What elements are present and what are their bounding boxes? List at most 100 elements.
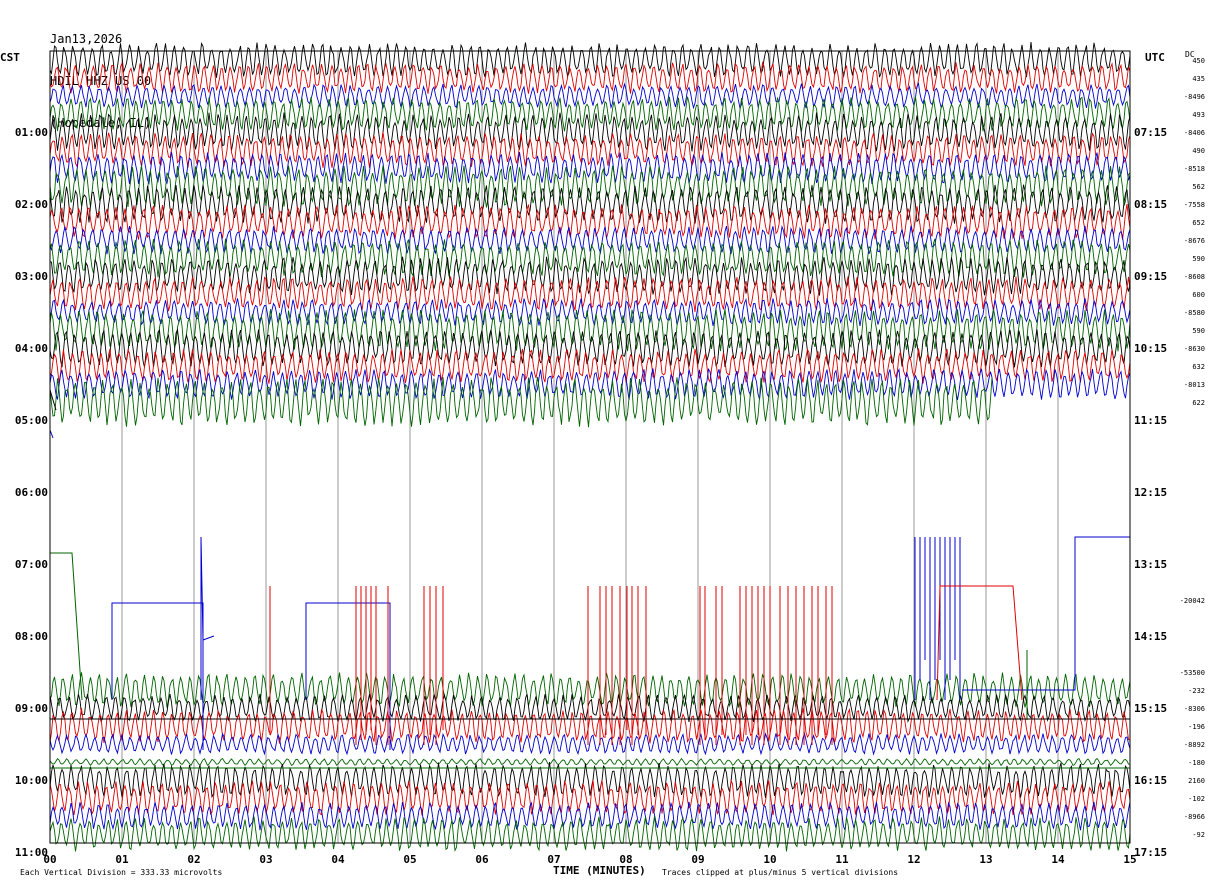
dc-offset-label: -92 xyxy=(1192,831,1205,839)
left-hour-label: 03:00 xyxy=(15,270,48,283)
plot-frame xyxy=(49,50,1131,844)
x-tick-label: 01 xyxy=(115,853,129,866)
right-hour-label: 14:15 xyxy=(1134,630,1167,643)
dc-offset-label: 562 xyxy=(1192,183,1205,191)
right-hour-label: 11:15 xyxy=(1134,414,1167,427)
right-hour-label: 10:15 xyxy=(1134,342,1167,355)
trace-row-36 xyxy=(49,693,1131,724)
trace-row-8 xyxy=(49,184,1131,224)
dc-offset-label: -53500 xyxy=(1180,669,1205,677)
trace-row-3 xyxy=(49,96,1131,132)
right-hour-label: 16:15 xyxy=(1134,774,1167,787)
dc-offset-label: -8966 xyxy=(1184,813,1205,821)
dc-offset-label: -8630 xyxy=(1184,345,1205,353)
x-tick-label: 03 xyxy=(259,853,272,866)
trace-row-38 xyxy=(49,731,1131,756)
dc-offset-label: 450 xyxy=(1192,57,1205,65)
dc-offset-label: 600 xyxy=(1192,291,1205,299)
trace-row-6 xyxy=(49,151,1131,185)
green-step-trace xyxy=(50,552,83,701)
x-tick-label: 08 xyxy=(619,853,632,866)
right-hour-label: 08:15 xyxy=(1134,198,1167,211)
dc-offset-label: 490 xyxy=(1192,147,1205,155)
dc-offset-label: -8608 xyxy=(1184,273,1205,281)
left-hour-label: 06:00 xyxy=(15,486,48,499)
trace-row-43 xyxy=(49,816,1131,853)
trace-row-17 xyxy=(49,348,1131,384)
right-timezone-label: UTC xyxy=(1145,51,1165,64)
dc-offset-label: 652 xyxy=(1192,219,1205,227)
dc-offset-label: 590 xyxy=(1192,327,1205,335)
left-hour-label: 11:00 xyxy=(15,846,48,859)
x-tick-label: 12 xyxy=(907,853,920,866)
right-hour-label: 13:15 xyxy=(1134,558,1167,571)
black-drift-trace xyxy=(49,389,57,411)
x-axis-title: TIME (MINUTES) xyxy=(553,864,646,877)
dc-offset-label: 493 xyxy=(1192,111,1205,119)
dc-offset-label: 2160 xyxy=(1188,777,1205,785)
blue-spike-trace xyxy=(200,536,215,700)
dc-offset-label: -102 xyxy=(1188,795,1205,803)
disturbance-traces xyxy=(49,389,1130,769)
dc-offset-label: -7558 xyxy=(1184,201,1205,209)
trace-row-41 xyxy=(49,779,1131,816)
dc-offset-label: -196 xyxy=(1188,723,1205,731)
trace-row-9 xyxy=(49,204,1131,240)
x-tick-label: 11 xyxy=(835,853,849,866)
trace-row-1 xyxy=(49,61,1131,94)
trace-row-37 xyxy=(49,707,1131,744)
dc-offset-label: -20042 xyxy=(1180,597,1205,605)
x-tick-label: 02 xyxy=(187,853,200,866)
trace-row-13 xyxy=(49,276,1131,313)
x-tick-label: 10 xyxy=(763,853,776,866)
trace-row-18 xyxy=(49,367,1131,400)
left-hour-label: 05:00 xyxy=(15,414,48,427)
dc-offset-label: -232 xyxy=(1188,687,1205,695)
x-tick-label: 15 xyxy=(1123,853,1136,866)
clip-note: Traces clipped at plus/minus 5 vertical … xyxy=(662,868,898,877)
left-hour-label: 09:00 xyxy=(15,702,48,715)
dc-offset-label: 632 xyxy=(1192,363,1205,371)
blue-step-trace xyxy=(962,536,1130,691)
dc-offset-label: 435 xyxy=(1192,75,1205,83)
left-hour-label: 07:00 xyxy=(15,558,48,571)
dc-offset-label: -8306 xyxy=(1184,705,1205,713)
left-hour-label: 08:00 xyxy=(15,630,48,643)
trace-row-0 xyxy=(49,41,1131,78)
trace-row-42 xyxy=(49,801,1131,831)
trace-row-14 xyxy=(49,297,1131,327)
left-hour-label: 04:00 xyxy=(15,342,48,355)
trace-row-11 xyxy=(49,238,1131,278)
blue-offset-trace xyxy=(305,602,391,750)
dc-offset-label: -8013 xyxy=(1184,381,1205,389)
x-tick-label: 09 xyxy=(691,853,704,866)
right-hour-label: 07:15 xyxy=(1134,126,1167,139)
right-hour-label: 09:15 xyxy=(1134,270,1167,283)
trace-row-40 xyxy=(49,762,1131,799)
right-hour-label: 17:15 xyxy=(1134,846,1167,859)
x-tick-label: 06 xyxy=(475,853,489,866)
red-step-trace xyxy=(936,585,1023,701)
left-timezone-label: CST xyxy=(0,51,20,64)
left-hour-label: 01:00 xyxy=(15,126,48,139)
blue-offset-trace xyxy=(111,602,204,750)
plot-date: Jan13,2026 xyxy=(50,32,123,46)
dc-offset-label: -8406 xyxy=(1184,129,1205,137)
trace-row-39 xyxy=(49,757,1131,767)
left-hour-label: 02:00 xyxy=(15,198,48,211)
dc-offset-label: -8892 xyxy=(1184,741,1205,749)
dc-offset-label: 622 xyxy=(1192,399,1205,407)
trace-row-19 xyxy=(49,376,993,428)
dc-offset-label: -180 xyxy=(1188,759,1205,767)
trace-row-2 xyxy=(49,82,1131,110)
left-hour-label: 10:00 xyxy=(15,774,48,787)
x-tick-label: 07 xyxy=(547,853,560,866)
seismic-traces xyxy=(49,41,1131,853)
trace-row-16 xyxy=(49,328,1131,368)
dc-offset-label: -8518 xyxy=(1184,165,1205,173)
x-tick-label: 13 xyxy=(979,853,992,866)
trace-row-15 xyxy=(49,308,1131,352)
scale-note: Each Vertical Division = 333.33 microvol… xyxy=(20,868,222,877)
right-hour-label: 15:15 xyxy=(1134,702,1167,715)
